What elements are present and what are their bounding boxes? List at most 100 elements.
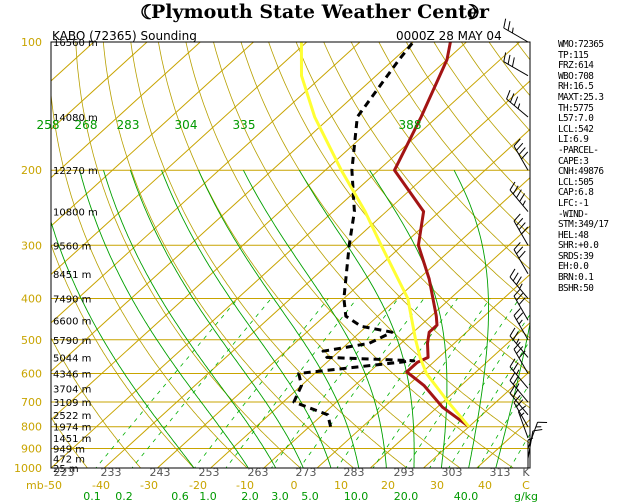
wind-barb <box>509 268 529 299</box>
height-label: 1974 m <box>53 423 91 434</box>
moist-adiabat-line <box>129 170 304 468</box>
wind-barb <box>517 405 529 439</box>
dewpoint-profile-line <box>292 42 416 428</box>
stability-index-item: LFC:-1 <box>558 197 589 209</box>
dry-adiabat-line <box>102 42 355 468</box>
theta-label: 304 <box>175 118 198 132</box>
height-label: 472 m <box>53 455 85 466</box>
wind-barb <box>506 90 529 118</box>
wind-barb <box>509 181 529 212</box>
stability-index-item: BSHR:50 <box>558 282 594 294</box>
kelvin-tick-label: 273 <box>296 466 317 479</box>
mixing-ratio-tick-label: 40.0 <box>454 490 479 503</box>
stability-index-item: BRN:0.1 <box>558 272 594 284</box>
thermodynamic-grid <box>0 23 530 478</box>
dry-adiabat-line <box>130 42 408 468</box>
profile-lines <box>292 42 471 428</box>
height-label: 14080 m <box>53 113 98 124</box>
stability-index-item: SHR:+0.0 <box>558 240 599 252</box>
crescent-moon-icon: ☾ <box>140 0 158 24</box>
height-label: 5790 m <box>53 336 91 347</box>
mixing-ratio-line <box>131 298 272 468</box>
plot-frame <box>50 41 531 469</box>
moist-adiabat-line <box>453 169 489 468</box>
stability-index-item: STM:349/17 <box>558 219 609 231</box>
height-label: 16560 m <box>53 38 98 49</box>
stability-index-item: LI:6.9 <box>558 134 589 146</box>
stability-index-item: -PARCEL- <box>558 144 599 156</box>
stability-index-item: WMO:72365 <box>558 39 604 50</box>
height-label: 4346 m <box>53 369 91 380</box>
height-label: 9560 m <box>53 241 91 252</box>
moist-adiabat-line <box>103 170 277 468</box>
dry-adiabat-line <box>240 42 530 409</box>
isotherm-line <box>422 370 530 468</box>
isotherm-line <box>51 42 148 130</box>
kelvin-tick-label: 223 <box>54 466 75 479</box>
moist-adiabat-line <box>51 220 195 468</box>
height-label: 6600 m <box>53 316 91 327</box>
celsius-tick-label: -20 <box>189 479 207 492</box>
height-label: 949 m <box>53 445 85 456</box>
mixing-ratio-tick-label: 0.2 <box>115 490 133 503</box>
top-labels: KABO (72365) Sounding 0000Z 28 MAY 04 <box>52 29 502 43</box>
pressure-tick-label: 500 <box>21 334 42 347</box>
banner: ☾ Plymouth State Weather Center ☽ <box>0 0 640 26</box>
isotherm-line <box>51 42 202 179</box>
kelvin-tick-label: K <box>522 466 530 479</box>
stability-index-item: CAP:6.8 <box>558 187 594 199</box>
kelvin-tick-label: 303 <box>442 466 463 479</box>
mixing-ratio-tick-label: 2.0 <box>241 490 259 503</box>
height-label: 3704 m <box>53 384 91 395</box>
mixing-ratio-tick-label: 5.0 <box>301 490 319 503</box>
wind-barb <box>527 421 548 449</box>
celsius-tick-label: C <box>522 479 530 492</box>
theta-label: 388 <box>399 118 422 132</box>
mixing-ratio-tick-label: 0.1 <box>83 490 101 503</box>
mixing-ratio-tick-label: g/kg <box>514 490 538 503</box>
crescent-moon-icon: ☽ <box>462 0 480 24</box>
height-label: 7490 m <box>53 294 91 305</box>
dry-adiabat-line <box>185 42 514 468</box>
mixing-ratio-tick-label: 20.0 <box>394 490 419 503</box>
wind-barb <box>513 395 529 427</box>
celsius-tick-label: 10 <box>334 479 348 492</box>
isotherm-line <box>103 80 530 468</box>
mixing-ratio-line <box>336 298 458 468</box>
temperature-profile-line <box>393 42 470 428</box>
wind-barb <box>513 341 529 374</box>
stability-index-item: SRDS:39 <box>558 250 594 262</box>
isotherm-line <box>369 322 530 468</box>
height-label: 8451 m <box>53 270 91 281</box>
celsius-tick-label: -30 <box>140 479 158 492</box>
pressure-unit-label: mb <box>26 479 44 492</box>
dry-adiabat-line <box>51 416 89 468</box>
height-label: 5044 m <box>53 353 91 364</box>
moist-adiabat-line <box>79 170 249 468</box>
wind-barb <box>503 52 529 77</box>
height-label: 25 m <box>53 464 79 475</box>
celsius-tick-label: -10 <box>236 479 254 492</box>
moist-adiabat-line <box>495 321 530 468</box>
kelvin-tick-label: 313 <box>490 466 511 479</box>
isotherm-line <box>156 128 530 468</box>
celsius-tick-label: 20 <box>381 479 395 492</box>
celsius-tick-label: 0 <box>291 479 298 492</box>
mixing-ratio-tick-label: 10.0 <box>344 490 369 503</box>
celsius-tick-label: -50 <box>44 479 62 492</box>
wind-barb <box>509 327 529 358</box>
wind-barbs <box>503 18 548 468</box>
celsius-tick-label: 30 <box>430 479 444 492</box>
isotherm-line <box>51 42 255 227</box>
isotherm-line <box>0 23 9 478</box>
pressure-tick-label: 900 <box>21 443 42 456</box>
pressure-tick-label: 600 <box>21 367 42 380</box>
dry-adiabat-line <box>51 243 195 468</box>
mixing-ratio-line <box>509 433 530 468</box>
mixing-ratio-line <box>429 313 530 468</box>
stability-index-item: FRZ:614 <box>558 60 594 72</box>
dry-adiabat-line <box>51 336 142 468</box>
height-label: 12270 m <box>53 166 98 177</box>
mixing-ratio-line <box>372 298 491 468</box>
